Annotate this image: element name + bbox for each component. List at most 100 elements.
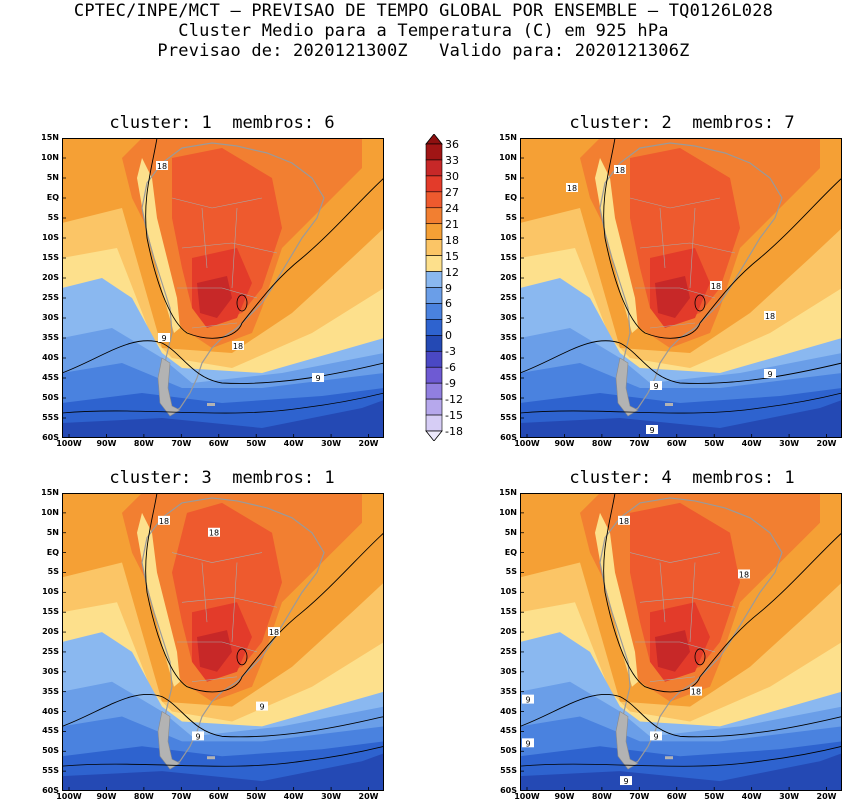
andes-cool-strip (137, 512, 180, 687)
country-borders (171, 552, 278, 683)
contour-label-bg (158, 333, 170, 342)
contour-label: 18 (739, 570, 749, 579)
contour-label: 18 (765, 312, 775, 321)
continent-hottest-region (655, 276, 690, 318)
colorbar-level-label: -9 (445, 377, 456, 391)
colorbar-level-label: -12 (445, 393, 463, 407)
contour-label-bg (650, 381, 662, 390)
lon-tick-label: 90W (554, 792, 575, 801)
field-band-deep-blue (520, 400, 842, 438)
lon-tick-label: 40W (741, 439, 762, 448)
lon-tick-label: 20W (816, 439, 837, 448)
lat-tick-label: 15N (499, 133, 517, 142)
lat-tick-label: 60S (42, 433, 59, 442)
andes-cool-strip (137, 158, 180, 333)
contour-label-bg (522, 694, 534, 704)
patagonia (157, 357, 181, 417)
lon-tick-label: 40W (283, 439, 304, 448)
lat-tick-label: 45S (42, 726, 59, 736)
field-band-deep-blue (520, 753, 842, 791)
contour-label-bg (256, 701, 268, 711)
lat-tick-label: 5S (505, 213, 517, 222)
colorbar-level-label: 21 (445, 217, 459, 231)
lat-tick-label: 30S (42, 313, 59, 322)
colorbar-swatch (425, 382, 443, 400)
lat-tick-label: 50S (42, 746, 59, 756)
contour-0 (62, 745, 384, 767)
lat-tick-label: 15S (42, 607, 59, 617)
lon-tick-label: 100W (514, 439, 540, 448)
colorbar-swatch (425, 175, 443, 193)
lat-tick-label: 55S (42, 766, 59, 776)
panel-3-title: cluster: 3 membros: 1 (109, 468, 335, 488)
country-borders (629, 197, 736, 329)
contour-label: 9 (259, 703, 264, 712)
contour-label: 9 (161, 334, 166, 343)
colorbar-swatch (425, 271, 443, 288)
contour-0 (62, 392, 384, 414)
lat-tick-label: EQ (504, 547, 517, 557)
contour-label: 9 (525, 696, 530, 705)
country-borders (629, 552, 736, 683)
figure-title-line3: Previsao de: 2020121300Z Valido para: 20… (157, 41, 690, 61)
lon-tick-label: 50W (246, 792, 267, 801)
lat-tick-label: 25S (500, 646, 517, 656)
lat-tick-label: 40S (500, 353, 517, 362)
lat-tick-label: 55S (42, 413, 59, 422)
lat-tick-label: 25S (42, 646, 59, 656)
colorbar-level-label: -18 (445, 425, 463, 438)
contour-18 (603, 138, 842, 339)
lat-tick-label: 15S (500, 607, 517, 617)
lat-tick-label: 10N (499, 153, 517, 162)
colorbar-level-label: 15 (445, 249, 459, 263)
lat-tick-label: 15N (41, 488, 59, 497)
colorbar-swatch (425, 143, 443, 161)
falkland-islands (207, 403, 215, 406)
contour-label: 18 (157, 162, 167, 171)
patagonia (157, 711, 181, 770)
falkland-islands (207, 756, 215, 760)
contour-label-bg (268, 627, 280, 637)
lat-tick-label: 15S (500, 253, 517, 262)
andes-cool-strip (595, 512, 638, 687)
lat-tick-label: 10S (500, 233, 517, 242)
panel-1-title: cluster: 1 membros: 6 (109, 113, 335, 133)
lat-tick-label: 60S (500, 433, 517, 442)
contour-label-bg (158, 515, 170, 525)
colorbar-swatch (425, 239, 443, 256)
colorbar-swatch (425, 223, 443, 240)
falkland-islands (665, 403, 673, 406)
contour-label-bg (620, 776, 632, 786)
coastline (141, 142, 325, 414)
continent-hottest-region (197, 276, 232, 318)
lon-tick-label: 50W (704, 792, 725, 801)
coastline (599, 142, 783, 414)
contour-label: 18 (159, 517, 169, 526)
colorbar-swatch (425, 319, 443, 336)
colorbar-level-label: 12 (445, 265, 459, 279)
lon-tick-label: 30W (779, 439, 800, 448)
lat-tick-label: 30S (42, 666, 59, 676)
lat-tick-label: 40S (42, 706, 59, 716)
contour-label-bg (522, 738, 534, 748)
lat-tick-label: 45S (500, 373, 517, 382)
lon-tick-label: 50W (704, 439, 725, 448)
lat-tick-label: 20S (42, 273, 59, 282)
lon-tick-label: 60W (208, 792, 229, 801)
contour-9 (62, 693, 384, 738)
lat-tick-label: 5S (47, 567, 59, 577)
lat-tick-label: 55S (500, 413, 517, 422)
colorbar-level-label: 24 (445, 201, 459, 215)
contour-9 (520, 693, 842, 738)
colorbar-level-label: -15 (445, 409, 463, 423)
contour-label-bg (738, 569, 750, 579)
lat-tick-label: 30S (500, 313, 517, 322)
lat-tick-label: 10N (499, 507, 517, 517)
lon-tick-label: 100W (56, 792, 82, 801)
map-panel-2: 18 18 18 18 9 9 9 (520, 138, 842, 438)
contour-closed (694, 648, 706, 666)
lat-tick-label: 5S (505, 567, 517, 577)
colorbar-level-label: -3 (445, 345, 456, 359)
colorbar-swatch (425, 366, 443, 384)
colorbar-swatch (425, 350, 443, 368)
